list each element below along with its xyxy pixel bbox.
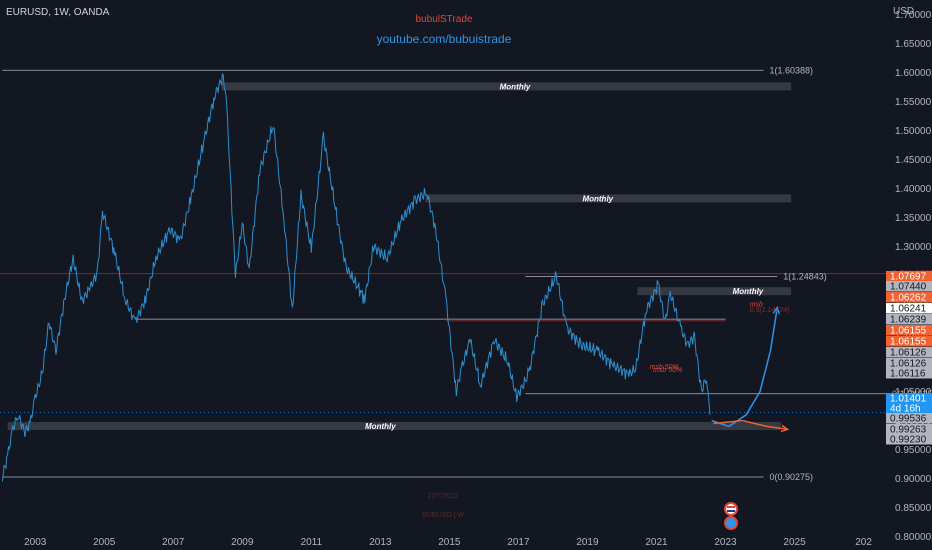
price-tag <box>886 303 932 314</box>
bullish-projection-arrow[interactable] <box>711 307 779 428</box>
price-tag <box>886 424 932 435</box>
price-tag-label: 1.01401 <box>890 394 927 405</box>
x-tick-label: 2023 <box>714 537 737 548</box>
level-label: 1(1.24843) <box>783 272 827 282</box>
y-tick-label: 1.45000 <box>895 155 932 166</box>
price-tag-label: 0.99230 <box>890 435 927 446</box>
y-tick-label: 1.65000 <box>895 39 932 50</box>
world-icon[interactable] <box>724 516 738 530</box>
chart-annotation: msb 50% <box>653 367 682 374</box>
x-tick-label: 2017 <box>507 537 530 548</box>
level-label: 1(1.60388) <box>769 65 813 75</box>
monthly-zone[interactable] <box>637 287 792 296</box>
x-tick-label: 2007 <box>162 537 185 548</box>
price-tag <box>886 336 932 347</box>
youtube-link[interactable]: youtube.com/bubuistrade <box>377 32 512 46</box>
price-tag <box>886 314 932 325</box>
price-tag-label: 1.07440 <box>890 282 927 293</box>
chart-annotation: msb <box>750 301 763 308</box>
price-tag-label: 1.07697 <box>890 272 927 283</box>
chart-annotation: msb 50% <box>650 364 679 371</box>
symbol-title: EURUSD, 1W, OANDA <box>6 7 110 18</box>
y-tick-label: 0.90000 <box>895 474 932 485</box>
watermark-symbol: EURUSD | W <box>422 512 464 519</box>
price-tag-label: 1.06126 <box>890 348 927 359</box>
y-tick-label: 1.35000 <box>895 213 932 224</box>
price-tag-label: 0.99263 <box>890 425 927 436</box>
price-line <box>1 73 711 482</box>
price-tag-label: 1.06239 <box>890 315 927 326</box>
price-tag <box>886 292 932 303</box>
watermark-date: 22/7/2022 <box>427 493 458 500</box>
price-tag-label: 1.06262 <box>890 293 927 304</box>
y-tick-label: 1.70000 <box>895 10 932 21</box>
price-tag <box>886 413 932 424</box>
x-tick-label: 2009 <box>231 537 254 548</box>
x-tick-label: 2005 <box>93 537 116 548</box>
price-tag-label: 4d 16h <box>890 404 921 415</box>
y-tick-label: 1.40000 <box>895 184 932 195</box>
price-tag <box>886 393 932 404</box>
y-tick-label: 1.50000 <box>895 126 932 137</box>
monthly-zone[interactable] <box>7 422 781 431</box>
arrow-head-icon <box>780 424 790 433</box>
price-tag <box>886 434 932 445</box>
price-tag <box>886 271 932 282</box>
flag-icon[interactable] <box>724 502 738 516</box>
chart-annotation: 0.5(1.14724) <box>750 307 790 314</box>
zone-label: Monthly <box>733 287 764 296</box>
currency-label: USD <box>893 6 914 17</box>
price-tag-label: 1.06155 <box>890 326 927 337</box>
x-tick-label: 2015 <box>438 537 461 548</box>
author-name: bubulSTrade <box>416 14 473 25</box>
zone-label: Monthly <box>582 194 613 203</box>
price-tag <box>886 325 932 336</box>
monthly-zone[interactable] <box>221 82 792 91</box>
price-tag-label: 0.99536 <box>890 414 927 425</box>
x-tick-label: 202 <box>855 537 872 548</box>
y-tick-label: 1.60000 <box>895 68 932 79</box>
y-tick-label: 1.05000 <box>895 387 932 398</box>
price-tag <box>886 347 932 358</box>
y-tick-label: 0.95000 <box>895 445 932 456</box>
price-tag <box>886 403 932 414</box>
monthly-zone[interactable] <box>425 194 792 203</box>
x-tick-label: 2021 <box>645 537 668 548</box>
arrow-head-icon <box>772 305 781 315</box>
level-label: 0(0.90275) <box>769 472 813 482</box>
price-tag-label: 1.06116 <box>890 369 926 380</box>
y-tick-label: 1.30000 <box>895 242 932 253</box>
zone-label: Monthly <box>365 422 396 431</box>
price-tag-label: 1.06155 <box>890 337 927 348</box>
x-tick-label: 2011 <box>301 537 323 548</box>
y-tick-label: 0.85000 <box>895 503 932 514</box>
price-tag-label: 1.06241 <box>890 304 927 315</box>
price-tag <box>886 281 932 292</box>
price-tag <box>886 358 932 369</box>
x-tick-label: 2025 <box>783 537 806 548</box>
bearish-projection-arrow[interactable] <box>713 419 788 431</box>
zone-label: Monthly <box>500 82 531 91</box>
y-tick-label: 0.80000 <box>895 532 932 543</box>
x-tick-label: 2003 <box>24 537 47 548</box>
price-tag <box>886 368 932 379</box>
x-tick-label: 2013 <box>369 537 392 548</box>
x-tick-label: 2019 <box>576 537 599 548</box>
y-tick-label: 1.55000 <box>895 97 932 108</box>
price-tag-label: 1.06126 <box>890 359 927 370</box>
